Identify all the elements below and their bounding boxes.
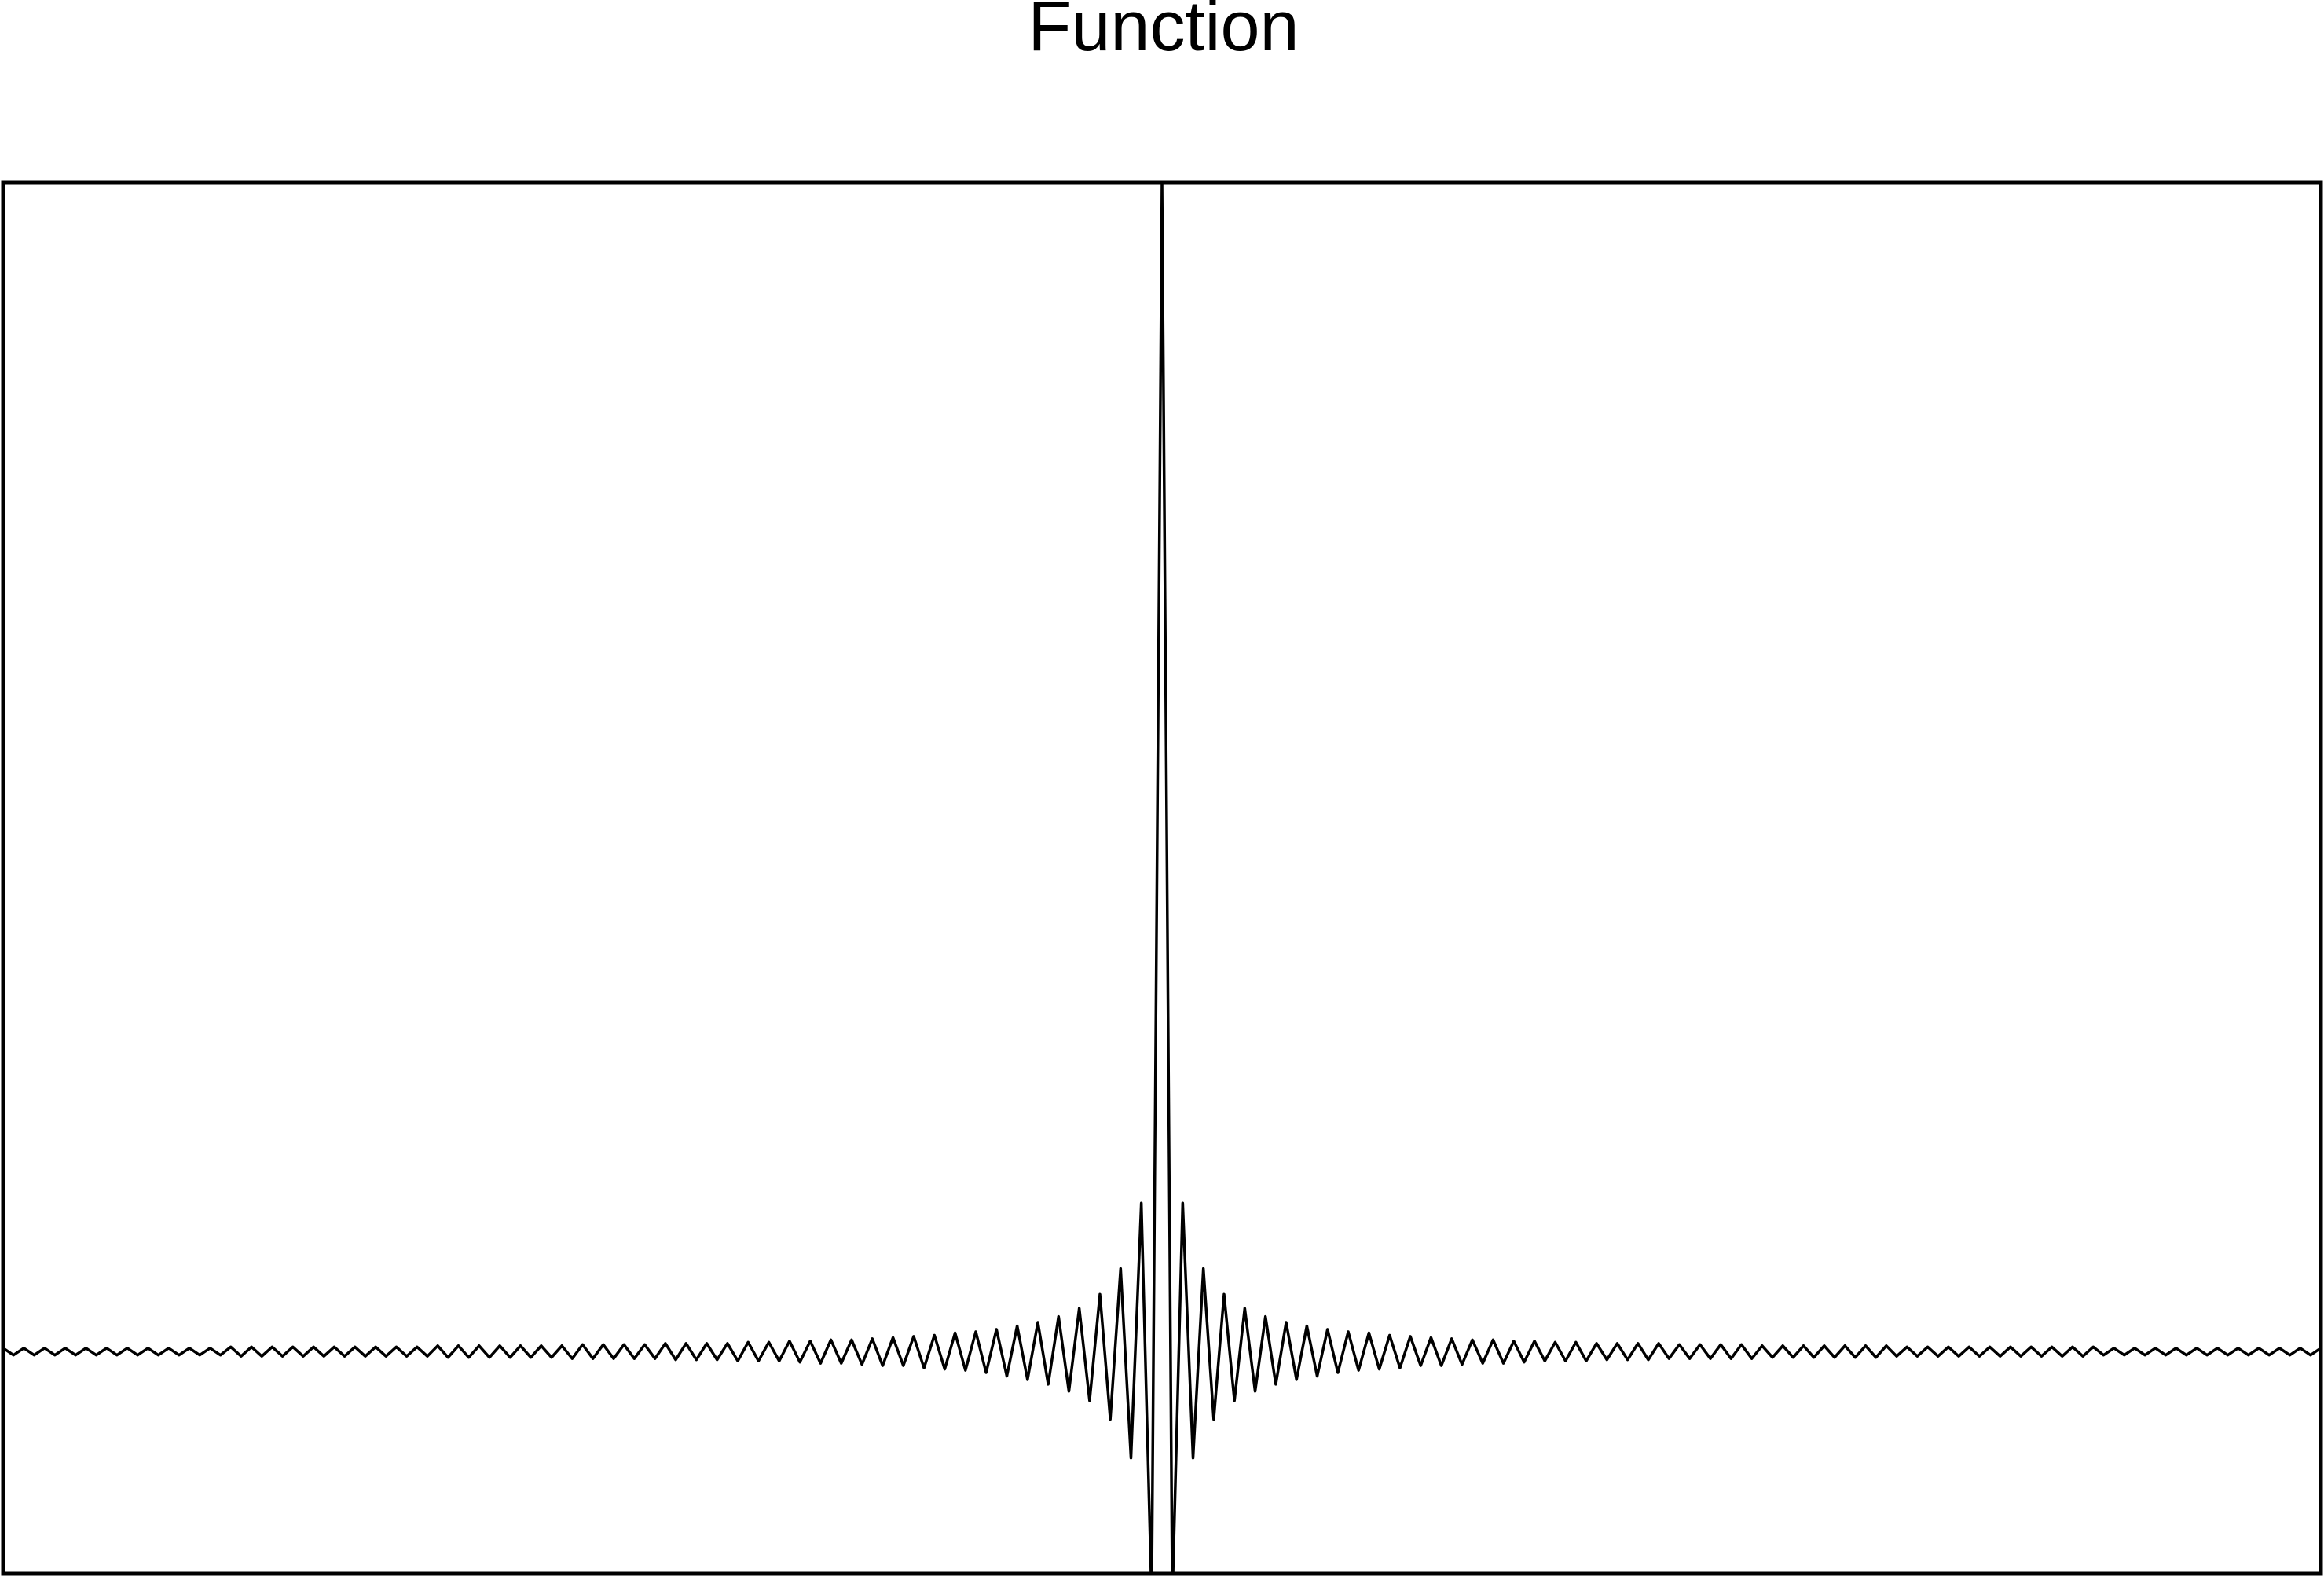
chart-title: Function (1028, 0, 1299, 66)
plot-area (3, 182, 2321, 1574)
plot-frame (1, 180, 2323, 1576)
data-line (3, 182, 2321, 1574)
